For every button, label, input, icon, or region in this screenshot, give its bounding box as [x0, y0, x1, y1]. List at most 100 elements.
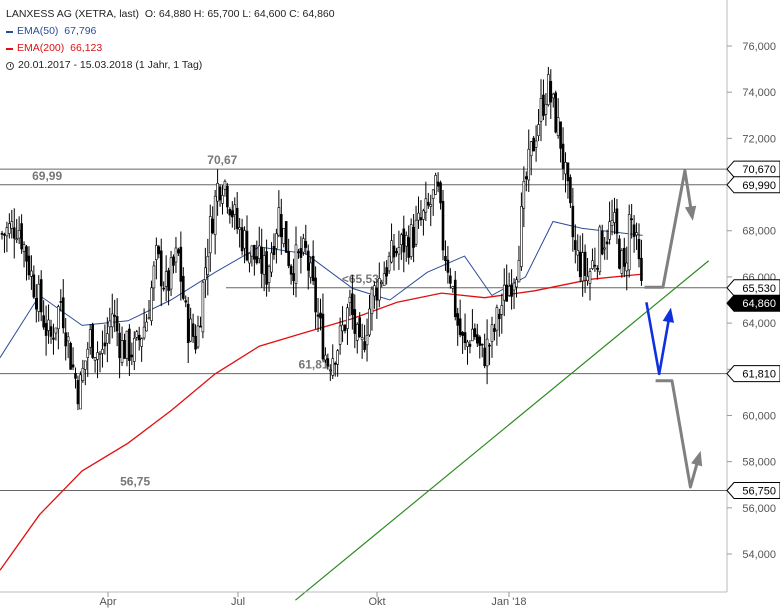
instrument-title: LANXESS AG (XETRA, last) — [6, 8, 140, 20]
candle-body — [157, 246, 161, 255]
candle-body — [510, 284, 513, 297]
trendline-layer — [295, 260, 710, 601]
candle-body — [194, 335, 197, 350]
candle-body — [571, 205, 575, 238]
y-tick-label: 68,000 — [742, 226, 776, 238]
candle-body — [282, 228, 286, 244]
candle-body — [275, 233, 278, 249]
candle-body — [32, 274, 36, 298]
candle-body — [471, 328, 474, 342]
ema200-value: 66,123 — [70, 42, 103, 54]
candle-body — [414, 219, 418, 245]
candle-body — [191, 323, 195, 337]
candle-body — [326, 358, 330, 367]
candle-body — [593, 264, 597, 267]
candle-body — [306, 250, 310, 271]
candle-body — [622, 247, 626, 267]
candle-body — [573, 240, 577, 250]
horizontal-levels: 70,67 69,99 <65,53 61,81 56,75 — [0, 153, 727, 492]
candle-body — [490, 324, 494, 342]
candle-body — [429, 204, 433, 207]
candle-body — [199, 325, 202, 328]
price-tag-label: 61,810 — [742, 369, 776, 381]
candle-body — [527, 148, 531, 181]
y-tick-label: 72,000 — [742, 133, 776, 145]
candle-body — [466, 341, 469, 347]
candle-body — [586, 276, 589, 282]
candle-body — [47, 319, 50, 331]
price-tag: 61,810 — [726, 365, 780, 383]
candle-body — [39, 279, 43, 313]
level-label: 56,75 — [120, 475, 150, 489]
candle-body — [79, 374, 82, 410]
candle-body — [451, 286, 455, 289]
candle-body — [272, 245, 276, 255]
candle-body — [512, 282, 516, 291]
candle-body — [314, 277, 317, 313]
candle-body — [351, 293, 354, 315]
ema200-label: EMA(200) — [17, 42, 65, 54]
candle-body — [422, 210, 425, 220]
candle-body — [446, 259, 450, 273]
x-tick-label: Okt — [368, 596, 385, 608]
candle-body — [150, 287, 153, 322]
candle-body — [333, 363, 337, 365]
price-tag: 56,750 — [726, 482, 780, 500]
candle-body — [507, 285, 511, 296]
candle-body — [27, 255, 31, 276]
price-tag: 64,860 — [726, 294, 780, 312]
candle-body — [534, 140, 538, 148]
candle-body — [341, 324, 344, 332]
candle-body — [588, 271, 592, 284]
candle-body — [8, 223, 11, 234]
candle-body — [407, 237, 411, 258]
candle-body — [493, 328, 496, 332]
candle-body — [640, 257, 643, 281]
candle-body — [10, 221, 14, 229]
candle-body — [221, 195, 224, 204]
ohlc-values: O: 64,880 H: 65,700 L: 64,600 C: 64,860 — [144, 8, 335, 20]
ema50-line — [0, 220, 643, 358]
candle-body — [110, 313, 114, 328]
period-range: 20.01.2017 - 15.03.2018 (1 Jahr, 1 Tag) — [18, 59, 203, 71]
candle-body — [152, 265, 156, 289]
candle-body — [196, 325, 200, 348]
candle-body — [463, 332, 467, 344]
price-tag-box — [726, 294, 780, 312]
candle-body — [309, 262, 313, 278]
candle-body — [458, 318, 462, 336]
price-tag-box — [726, 482, 780, 500]
candle-body — [208, 216, 212, 254]
candle-body — [319, 312, 322, 319]
y-tick-label: 54,000 — [742, 549, 776, 561]
candle-body — [245, 230, 249, 261]
candle-body — [128, 328, 131, 361]
candle-body — [142, 326, 146, 339]
candle-body — [488, 344, 491, 347]
candle-body — [368, 308, 371, 336]
candle-body — [515, 279, 518, 288]
candle-body — [130, 354, 134, 358]
candle-body — [596, 267, 599, 270]
trendline — [295, 260, 710, 601]
candle-body — [54, 327, 58, 334]
candle-body — [118, 332, 121, 358]
candle-body — [576, 250, 580, 256]
candle-body — [358, 317, 362, 337]
candle-body — [539, 98, 543, 122]
candle-body — [630, 218, 633, 221]
candle-body — [228, 209, 232, 216]
candle-body — [498, 313, 501, 320]
candle-body — [30, 270, 33, 277]
candle-body — [243, 230, 246, 249]
candle-body — [167, 270, 170, 291]
candle-body — [583, 251, 587, 276]
candle-body — [84, 360, 87, 370]
candle-body — [25, 246, 28, 262]
candle-body — [88, 329, 92, 348]
candle-body — [61, 297, 65, 329]
candle-body — [5, 227, 9, 237]
candle-body — [201, 281, 205, 333]
candle-body — [213, 195, 217, 236]
candle-body — [204, 267, 207, 281]
